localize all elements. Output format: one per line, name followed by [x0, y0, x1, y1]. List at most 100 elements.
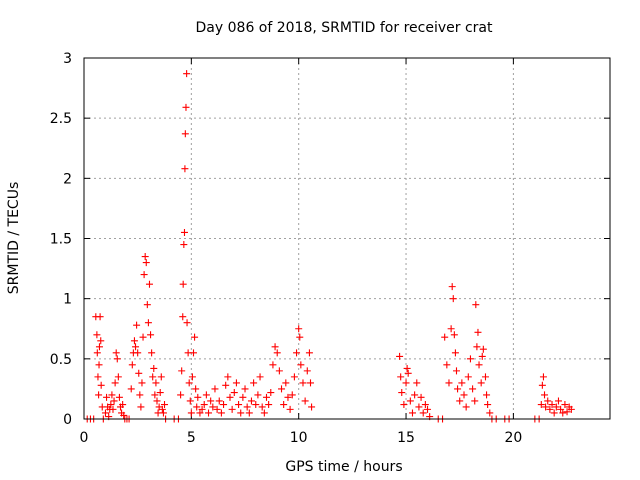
data-point — [290, 373, 298, 381]
data-point — [217, 409, 225, 417]
data-point — [307, 379, 315, 387]
data-point — [150, 364, 158, 372]
data-point — [419, 409, 427, 417]
data-point — [93, 349, 101, 357]
data-point — [252, 401, 260, 409]
data-point — [288, 391, 296, 399]
data-point — [273, 349, 281, 357]
data-point — [449, 295, 457, 303]
data-point — [179, 280, 187, 288]
data-point — [450, 331, 458, 339]
data-point — [213, 405, 221, 413]
y-tick-label: 1 — [63, 292, 72, 308]
data-points — [83, 70, 575, 423]
data-point — [275, 367, 283, 375]
data-point — [198, 405, 206, 413]
data-point — [138, 379, 146, 387]
data-point — [454, 385, 462, 393]
data-point — [177, 391, 185, 399]
data-point — [232, 379, 240, 387]
data-point — [95, 391, 103, 399]
x-tick-label: 15 — [397, 430, 415, 446]
data-point — [191, 333, 199, 341]
data-point — [538, 381, 546, 389]
data-point — [550, 409, 558, 417]
data-point — [140, 271, 148, 279]
plot-frame — [83, 57, 611, 420]
data-point — [397, 373, 405, 381]
data-point — [187, 409, 195, 417]
data-point — [159, 409, 167, 417]
data-point — [207, 397, 215, 405]
data-point — [127, 385, 135, 393]
data-point — [97, 337, 105, 345]
data-point — [185, 379, 193, 387]
data-point — [280, 401, 288, 409]
data-point — [158, 405, 166, 413]
data-point — [200, 401, 208, 409]
data-point — [119, 401, 127, 409]
x-tick-label: 20 — [504, 430, 522, 446]
data-point — [205, 409, 213, 417]
data-point — [466, 355, 474, 363]
data-point — [284, 393, 292, 401]
data-point — [133, 321, 141, 329]
data-point — [137, 403, 145, 411]
data-point — [93, 331, 101, 339]
data-point — [228, 405, 236, 413]
data-point — [473, 343, 481, 351]
data-point — [282, 379, 290, 387]
data-point — [396, 352, 404, 360]
data-point — [245, 409, 253, 417]
data-point — [441, 333, 449, 341]
data-point — [109, 405, 117, 413]
x-tick-label: 0 — [80, 430, 89, 446]
data-point — [181, 165, 189, 173]
data-point — [299, 379, 307, 387]
data-point — [269, 361, 277, 369]
data-point — [469, 385, 477, 393]
data-point — [111, 379, 119, 387]
data-point — [241, 385, 249, 393]
data-point — [132, 343, 140, 351]
data-point — [561, 401, 569, 409]
data-point — [305, 349, 313, 357]
data-point — [141, 253, 149, 261]
data-point — [186, 397, 194, 405]
y-axis-label: SRMTID / TECUs — [6, 182, 22, 295]
data-point — [97, 381, 105, 389]
data-point — [149, 373, 157, 381]
data-point — [486, 409, 494, 417]
data-point — [464, 373, 472, 381]
data-point — [94, 373, 102, 381]
data-point — [479, 345, 487, 353]
data-point — [115, 393, 123, 401]
data-point — [142, 259, 150, 267]
data-point — [143, 301, 151, 309]
data-point — [113, 355, 121, 363]
data-point — [484, 401, 492, 409]
data-point — [452, 367, 460, 375]
data-point — [447, 325, 455, 333]
data-point — [189, 349, 197, 357]
data-point — [477, 379, 485, 387]
data-point — [254, 391, 262, 399]
data-point — [278, 385, 286, 393]
data-point — [144, 319, 152, 327]
data-point — [544, 397, 552, 405]
x-axis-label: GPS time / hours — [285, 459, 402, 475]
data-point — [424, 405, 432, 413]
data-point — [224, 373, 232, 381]
data-point — [183, 70, 191, 78]
data-point — [557, 405, 565, 413]
data-point — [247, 397, 255, 405]
data-point — [402, 379, 410, 387]
data-point — [483, 391, 491, 399]
data-point — [451, 349, 459, 357]
data-point — [157, 373, 165, 381]
data-point — [112, 349, 120, 357]
data-point — [301, 397, 309, 405]
data-point — [417, 393, 425, 401]
data-point — [421, 401, 429, 409]
y-tick-label: 1.5 — [50, 232, 72, 248]
